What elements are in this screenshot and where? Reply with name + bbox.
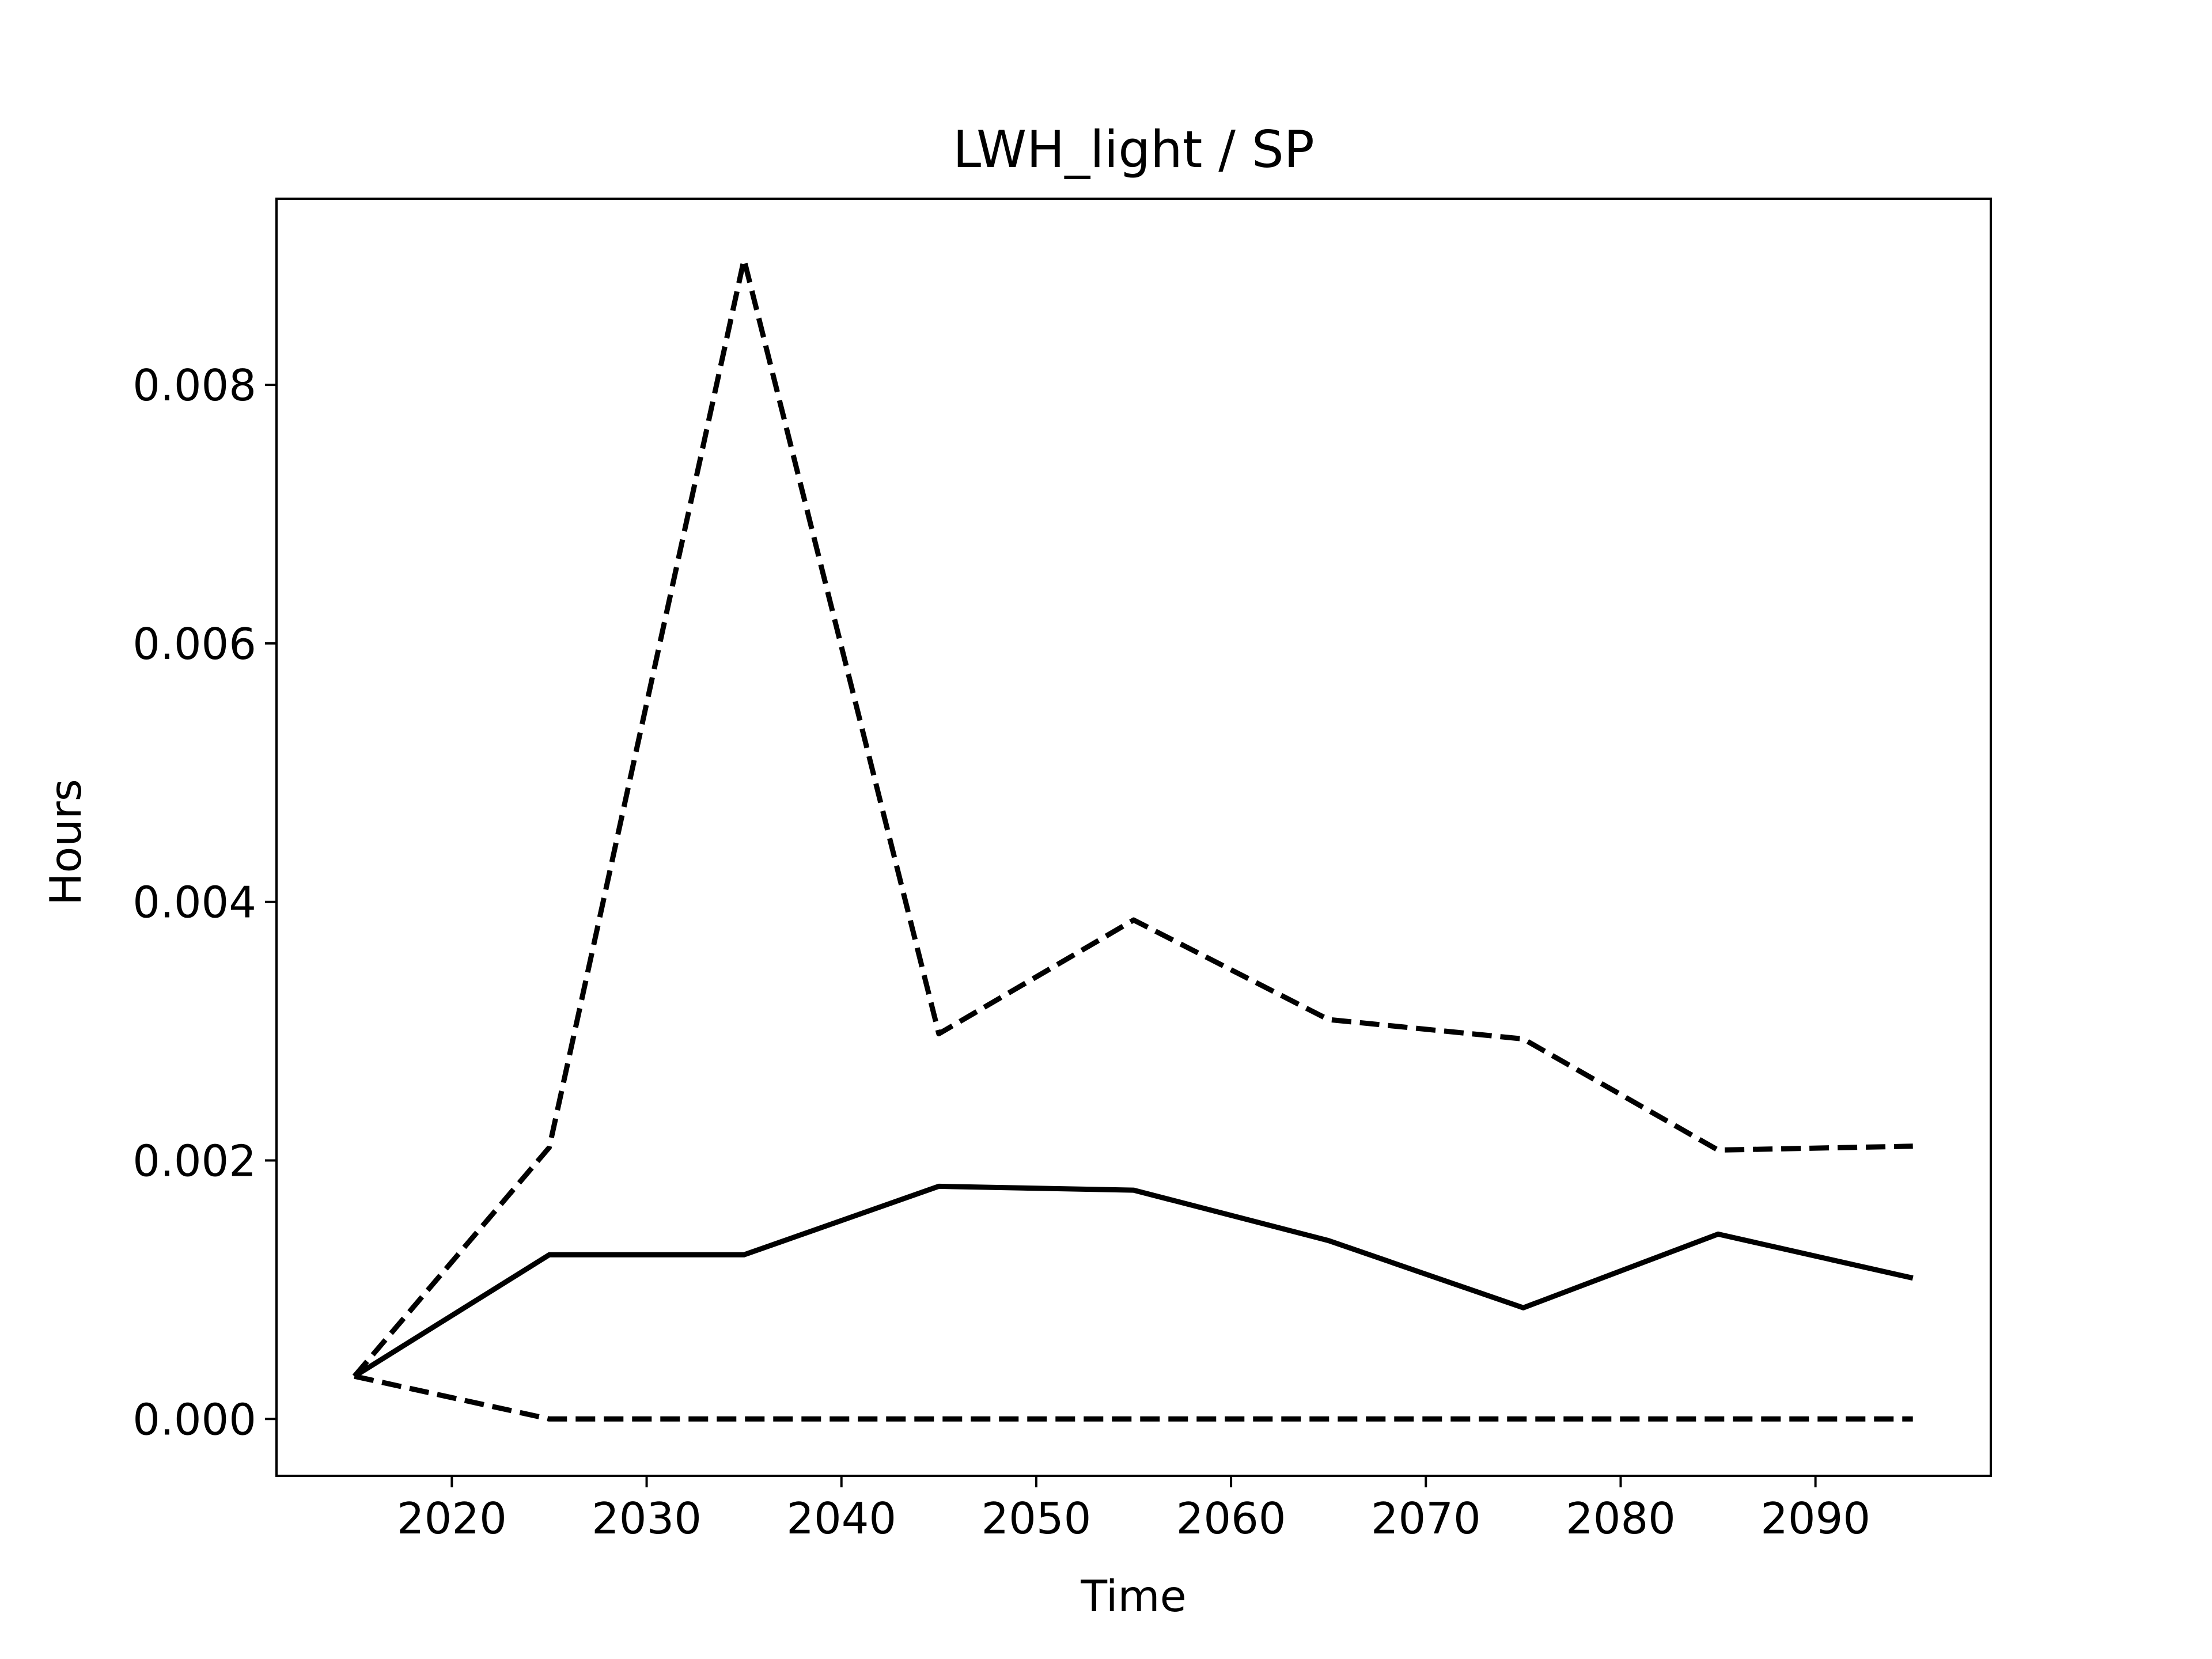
x-tick-label: 2090	[1760, 1493, 1870, 1544]
series-line-3	[354, 1373, 1913, 1422]
x-axis: 2020 2030 2040 2050 2060 2070 2080 2090	[397, 1476, 1870, 1544]
plot-area-frame	[275, 198, 1992, 1477]
y-tick-label: 0.002	[132, 1135, 256, 1186]
x-tick-label: 2080	[1566, 1493, 1676, 1544]
y-axis: 0.000 0.002 0.004 0.006 0.008	[132, 360, 276, 1445]
y-axis-label: Hours	[40, 779, 91, 906]
series-layer	[352, 257, 1914, 1422]
series-line-2	[352, 257, 1913, 1378]
y-tick-label: 0.000	[132, 1394, 256, 1445]
x-tick-label: 2050	[981, 1493, 1091, 1544]
chart-title: LWH_light / SP	[953, 120, 1315, 179]
x-tick-label: 2030	[592, 1493, 702, 1544]
y-tick-label: 0.008	[132, 360, 256, 411]
x-tick-label: 2040	[786, 1493, 896, 1544]
series-line-1	[353, 1183, 1914, 1379]
y-tick-label: 0.006	[132, 619, 256, 669]
y-tick-label: 0.004	[132, 877, 256, 928]
x-tick-label: 2070	[1371, 1493, 1481, 1544]
x-axis-label: Time	[1080, 1571, 1187, 1622]
x-tick-label: 2020	[397, 1493, 507, 1544]
x-tick-label: 2060	[1176, 1493, 1286, 1544]
